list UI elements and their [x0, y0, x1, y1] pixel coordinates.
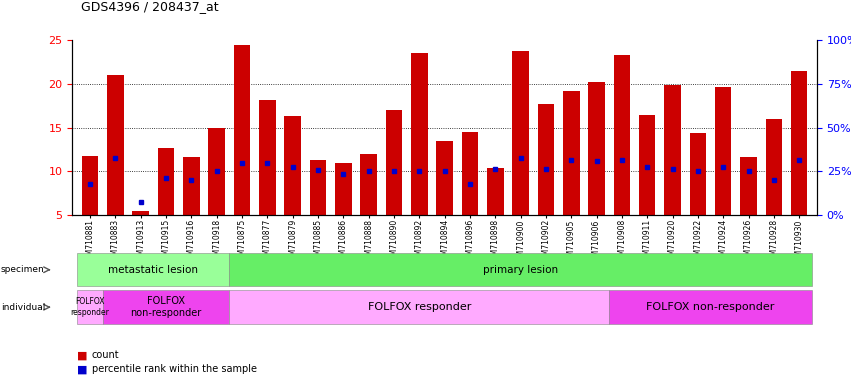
- Bar: [234, 45, 250, 215]
- Text: FOLFOX non-responder: FOLFOX non-responder: [647, 302, 774, 312]
- Bar: [538, 104, 554, 215]
- Bar: [208, 127, 225, 215]
- Bar: [107, 75, 123, 215]
- Text: individual: individual: [1, 303, 45, 312]
- Bar: [588, 82, 605, 215]
- Bar: [386, 110, 403, 215]
- Text: GDS4396 / 208437_at: GDS4396 / 208437_at: [81, 0, 219, 13]
- Bar: [259, 100, 276, 215]
- Bar: [157, 148, 174, 215]
- Text: FOLFOX
responder: FOLFOX responder: [71, 298, 110, 317]
- Bar: [512, 51, 528, 215]
- Bar: [563, 91, 580, 215]
- Bar: [462, 132, 478, 215]
- Bar: [740, 157, 757, 215]
- Bar: [689, 133, 706, 215]
- Bar: [665, 85, 681, 215]
- Bar: [715, 87, 732, 215]
- Bar: [791, 71, 808, 215]
- Text: metastatic lesion: metastatic lesion: [108, 265, 198, 275]
- Text: count: count: [92, 350, 119, 360]
- Bar: [437, 141, 453, 215]
- Bar: [310, 160, 326, 215]
- Bar: [133, 211, 149, 215]
- Text: primary lesion: primary lesion: [483, 265, 558, 275]
- Text: ■: ■: [77, 350, 87, 360]
- Text: FOLFOX responder: FOLFOX responder: [368, 302, 471, 312]
- Text: FOLFOX
non-responder: FOLFOX non-responder: [130, 296, 202, 318]
- Bar: [183, 157, 200, 215]
- Text: specimen: specimen: [1, 265, 44, 274]
- Text: ■: ■: [77, 364, 87, 374]
- Bar: [82, 156, 99, 215]
- Bar: [284, 116, 301, 215]
- Bar: [639, 114, 655, 215]
- Bar: [614, 55, 631, 215]
- Bar: [361, 154, 377, 215]
- Bar: [335, 163, 351, 215]
- Bar: [411, 53, 427, 215]
- Bar: [766, 119, 782, 215]
- Text: percentile rank within the sample: percentile rank within the sample: [92, 364, 257, 374]
- Bar: [487, 168, 504, 215]
